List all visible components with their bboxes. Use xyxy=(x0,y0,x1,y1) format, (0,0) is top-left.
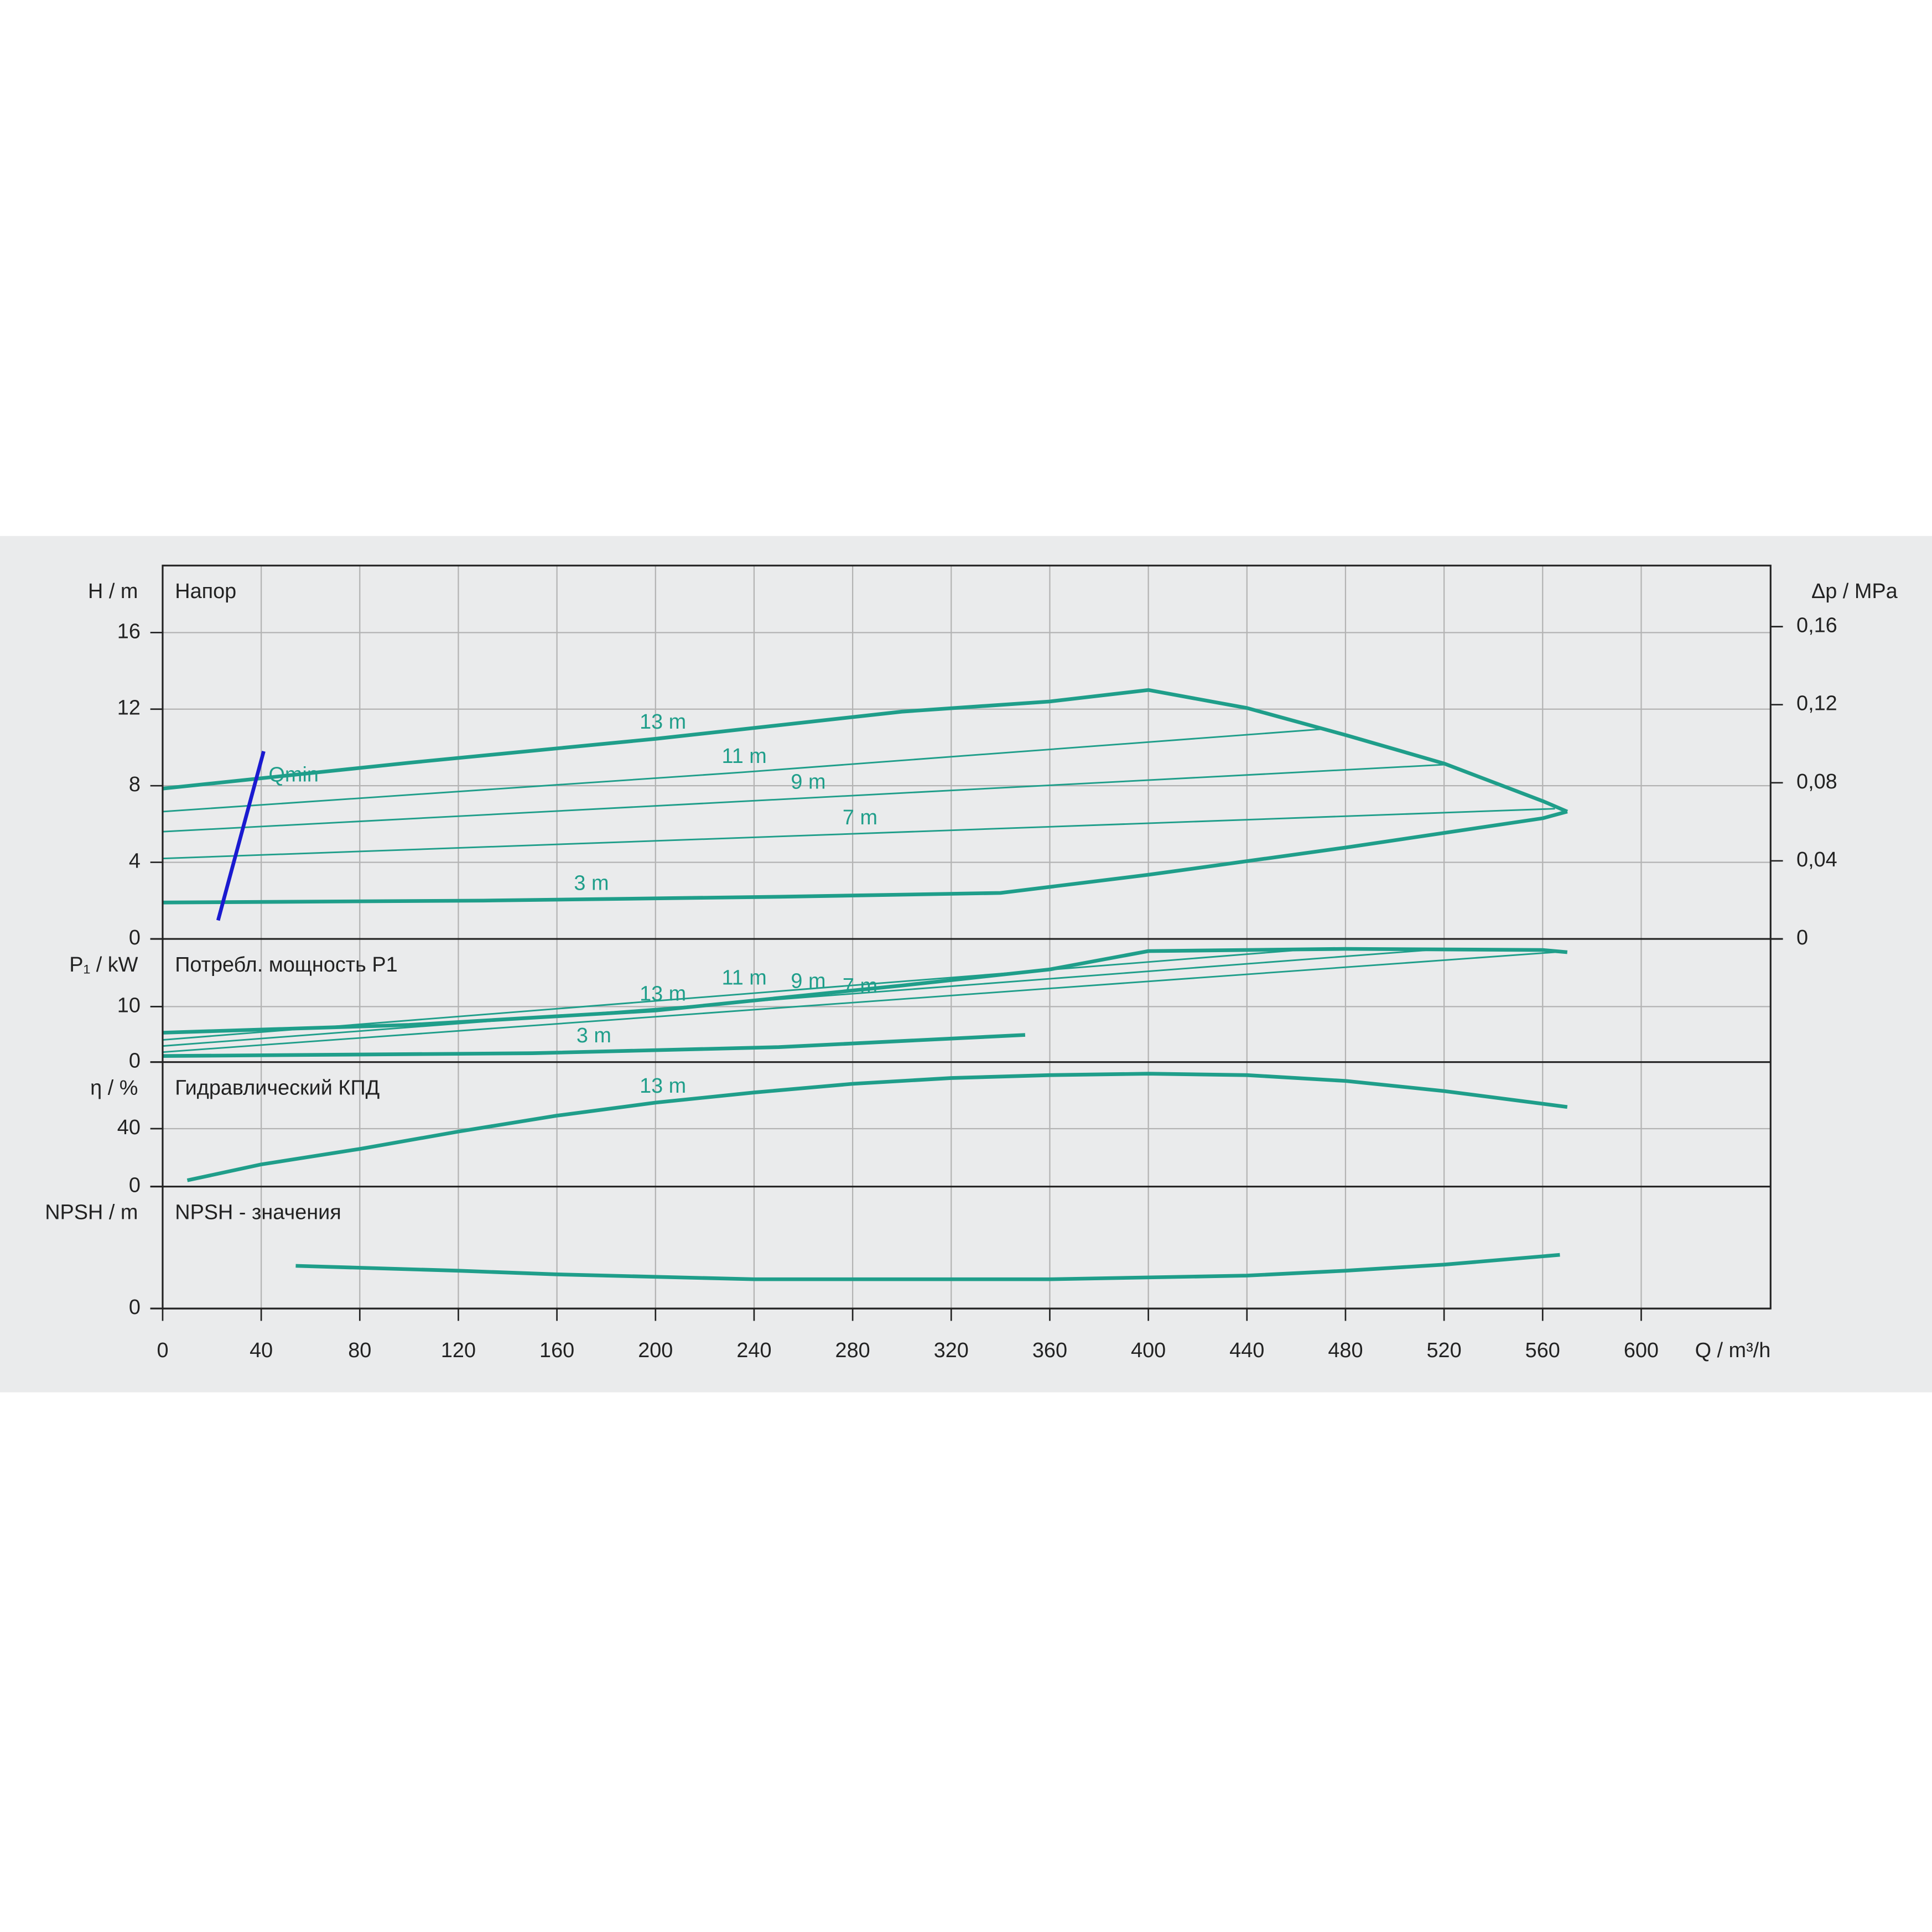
curve-label: 9 m xyxy=(791,969,825,993)
x-tick-label: 40 xyxy=(250,1339,273,1362)
panel-title: Напор xyxy=(175,580,236,603)
curve xyxy=(162,728,1321,813)
curve-label: 11 m xyxy=(721,967,766,990)
panel-title: NPSH - значения xyxy=(175,1201,341,1224)
x-tick-label: 520 xyxy=(1427,1339,1462,1362)
x-tick-label: 160 xyxy=(539,1339,574,1362)
x-tick-label: 80 xyxy=(348,1339,371,1362)
y-tick-label: 10 xyxy=(117,994,141,1017)
y-axis-label: NPSH / m xyxy=(45,1201,138,1224)
panel-title: Гидравлический КПД xyxy=(175,1077,380,1100)
y2-tick-label: 0 xyxy=(1796,926,1808,949)
curve xyxy=(162,764,1445,833)
curve xyxy=(162,808,1555,860)
y-tick-label: 0 xyxy=(129,1050,141,1073)
y2-tick-label: 0,16 xyxy=(1796,614,1837,637)
x-tick-label: 0 xyxy=(157,1339,168,1362)
x-tick-label: 120 xyxy=(441,1339,476,1362)
y-tick-label: 40 xyxy=(117,1116,141,1139)
curve xyxy=(162,948,1445,1047)
curve xyxy=(162,809,1568,905)
y-axis-label: η / % xyxy=(90,1077,138,1100)
y-tick-label: 8 xyxy=(129,773,141,796)
y-tick-label: 4 xyxy=(129,850,141,873)
y2-tick-label: 0,08 xyxy=(1796,770,1837,793)
curve-label: 3 m xyxy=(574,872,609,895)
x-tick-label: 280 xyxy=(835,1339,870,1362)
curve-label: 9 m xyxy=(791,770,825,793)
x-tick-label: 400 xyxy=(1131,1339,1166,1362)
curve-label: 13 m xyxy=(640,710,686,734)
x-tick-label: 240 xyxy=(736,1339,771,1362)
curve-label: Qmin xyxy=(268,763,318,786)
x-tick-label: 440 xyxy=(1229,1339,1264,1362)
y-axis-label: H / m xyxy=(88,580,138,603)
x-axis-label: Q / m³/h xyxy=(1695,1339,1771,1362)
plot-frame xyxy=(162,564,1772,1310)
y-tick-label: 0 xyxy=(129,1296,141,1319)
plot-area xyxy=(162,565,1771,1309)
curve xyxy=(295,1253,1560,1281)
curve-label: 3 m xyxy=(577,1024,611,1047)
curve-label: 11 m xyxy=(721,745,766,768)
y-tick-label: 16 xyxy=(117,620,141,643)
y-tick-label: 12 xyxy=(117,697,141,720)
curve xyxy=(162,951,1555,1053)
x-tick-label: 200 xyxy=(638,1339,673,1362)
panel-title: Потребл. мощность P1 xyxy=(175,953,397,977)
curve xyxy=(186,1072,1568,1182)
curve-label: 13 m xyxy=(640,1074,686,1098)
y2-tick-label: 0,12 xyxy=(1796,692,1837,715)
curve-label: 7 m xyxy=(843,974,877,998)
curve xyxy=(162,947,1321,1041)
y-axis-label: P₁ / kW xyxy=(69,953,138,977)
curve xyxy=(162,688,1569,813)
x-tick-label: 560 xyxy=(1525,1339,1560,1362)
y-tick-label: 0 xyxy=(129,926,141,949)
curve xyxy=(162,1033,1026,1058)
y2-axis-label: Δp / MPa xyxy=(1811,580,1898,603)
y-tick-label: 0 xyxy=(129,1174,141,1197)
x-tick-label: 480 xyxy=(1328,1339,1363,1362)
y2-tick-label: 0,04 xyxy=(1796,848,1837,871)
x-tick-label: 360 xyxy=(1032,1339,1067,1362)
x-tick-label: 320 xyxy=(934,1339,969,1362)
x-tick-label: 600 xyxy=(1624,1339,1659,1362)
curve-label: 7 m xyxy=(843,806,877,829)
curve xyxy=(216,751,266,921)
